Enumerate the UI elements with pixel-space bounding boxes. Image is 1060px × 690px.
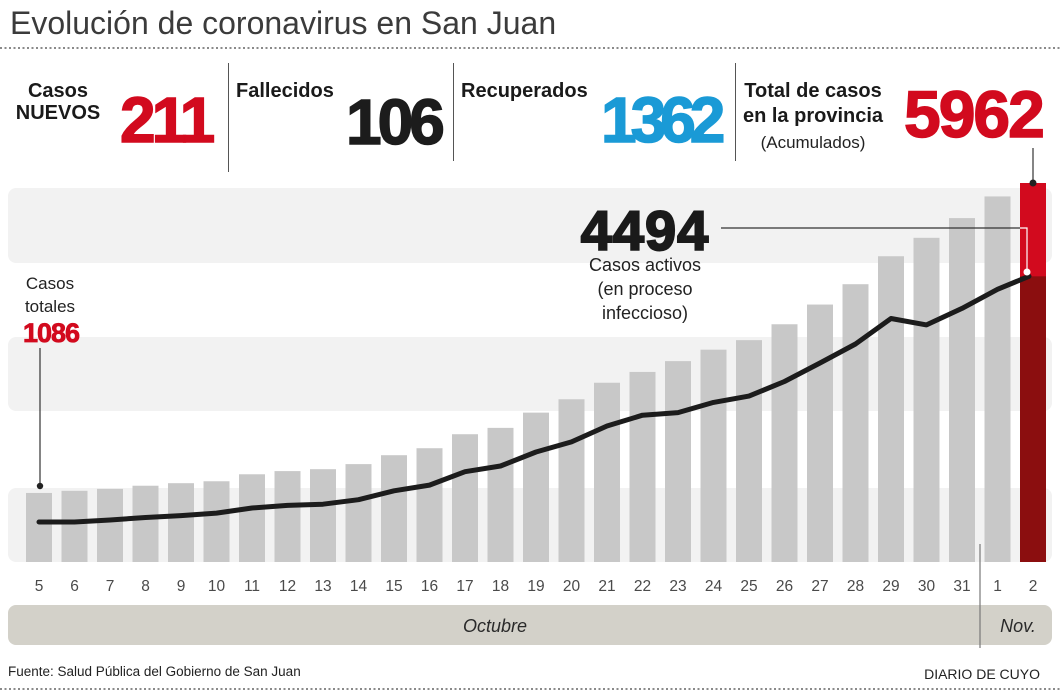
x-tick-label-25: 25 [740,578,757,595]
bar-28 [842,284,869,562]
bar-5 [26,492,52,562]
bar-9 [168,483,194,562]
bar-18 [487,427,514,562]
bar-13 [310,469,336,562]
background-band [8,188,1052,263]
x-tick-label-5: 5 [35,578,44,595]
bar-23 [665,361,691,562]
casos-activos-connector-dot [1023,268,1031,276]
x-tick-label-7: 7 [106,578,115,595]
bar-12 [274,471,301,562]
stat-recuperados-value: 1362 [600,84,726,156]
x-tick-label-20: 20 [563,578,581,595]
casos-activos-label-line-1: Casos activos [589,255,701,275]
bar-7 [97,488,123,562]
x-tick-label-26: 26 [776,578,793,595]
x-tick-label-2: 2 [1029,578,1038,595]
x-tick-label-16: 16 [421,578,438,595]
month-label-october: Octubre [463,616,527,636]
bars-group [26,183,1046,563]
casos-totales-label-line-1: Casos [26,274,74,293]
bar-active-2-highlight [1020,276,1046,562]
x-tick-label-10: 10 [208,578,226,595]
stat-divider [735,63,736,161]
x-tick-label-21: 21 [598,578,615,595]
stat-fallecidos-value: 106 [345,86,445,158]
casos-activos-label-line-2: (en proceso [597,279,692,299]
x-tick-label-17: 17 [456,578,473,595]
bar-21 [594,382,620,562]
stat-divider [453,63,454,161]
casos-activos-label-line-3: infeccioso) [602,303,688,323]
stat-nuevos-value: 211 [119,84,216,156]
x-tick-label-14: 14 [350,578,368,595]
x-tick-label-8: 8 [141,578,150,595]
total-connector-dot [1029,179,1037,187]
stat-nuevos-label: Casos NUEVOS [8,80,108,124]
bar-10 [203,481,230,562]
x-tick-label-9: 9 [177,578,186,595]
casos-totales-connector-dot [36,482,44,490]
x-axis-tick-labels: 5 6 7 8 9 10 11 12 13 14 15 16 17 18 19 20 21 22 23 24 25 26 2… [35,578,1038,595]
bar-26 [771,324,798,562]
x-tick-label-12: 12 [279,578,296,595]
bar-8 [132,485,159,562]
bar-19 [523,412,549,562]
x-tick-label-29: 29 [882,578,899,595]
bar-25 [736,340,762,562]
x-tick-label-30: 30 [918,578,936,595]
stat-total-label: Total de casos en la provincia [740,79,886,129]
bar-15 [381,455,407,562]
bar-14 [345,464,372,562]
page-title: Evolución de coronavirus en San Juan [10,5,557,41]
stat-fallecidos-label: Fallecidos [236,80,334,102]
month-bar [8,605,1052,645]
source-note: Fuente: Salud Pública del Gobierno de Sa… [8,664,301,679]
line-group [36,273,1032,525]
bar-11 [239,474,265,562]
casos-totales-value: 1086 [23,318,80,348]
bar-30 [913,237,940,563]
bar-1 [984,196,1011,562]
bar-17 [452,434,478,562]
x-tick-label-19: 19 [527,578,544,595]
stat-total-value: 5962 [903,77,1045,151]
casos-totales-label-line-2: totales [25,297,75,316]
x-tick-label-15: 15 [385,578,402,595]
x-tick-label-1: 1 [993,578,1002,595]
x-tick-label-28: 28 [847,578,864,595]
x-tick-label-22: 22 [634,578,651,595]
stat-nuevos-label-line-1: Casos [27,80,89,102]
bar-6 [61,490,88,562]
title-divider [0,47,1060,49]
stat-recuperados-label: Recuperados [461,80,588,102]
bar-22 [629,371,656,562]
stat-total-label-line-1: Total de casos [744,80,882,102]
x-tick-label-11: 11 [244,578,260,595]
stat-total-label-line-2: en la provincia [742,105,884,127]
bar-31 [949,218,975,562]
x-tick-label-23: 23 [669,578,686,595]
casos-activos-connector-inner [1020,227,1028,270]
x-tick-label-6: 6 [70,578,79,595]
x-tick-label-24: 24 [705,578,723,595]
x-tick-label-27: 27 [811,578,828,595]
stat-total-sublabel: (Acumulados) [760,133,866,152]
x-tick-label-13: 13 [314,578,331,595]
casos-activos-value: 4494 [581,199,710,262]
x-tick-label-18: 18 [492,578,509,595]
footer-divider [0,688,1060,690]
bar-16 [416,448,443,562]
x-tick-label-31: 31 [953,578,970,595]
bar-20 [558,399,585,562]
publisher-brand: DIARIO DE CUYO [924,666,1040,682]
bar-27 [807,304,833,562]
month-label-november: Nov. [1000,616,1036,636]
bar-29 [878,256,904,562]
bar-24 [700,349,727,562]
stat-nuevos-label-line-2: NUEVOS [15,102,101,124]
stat-divider [228,63,229,172]
